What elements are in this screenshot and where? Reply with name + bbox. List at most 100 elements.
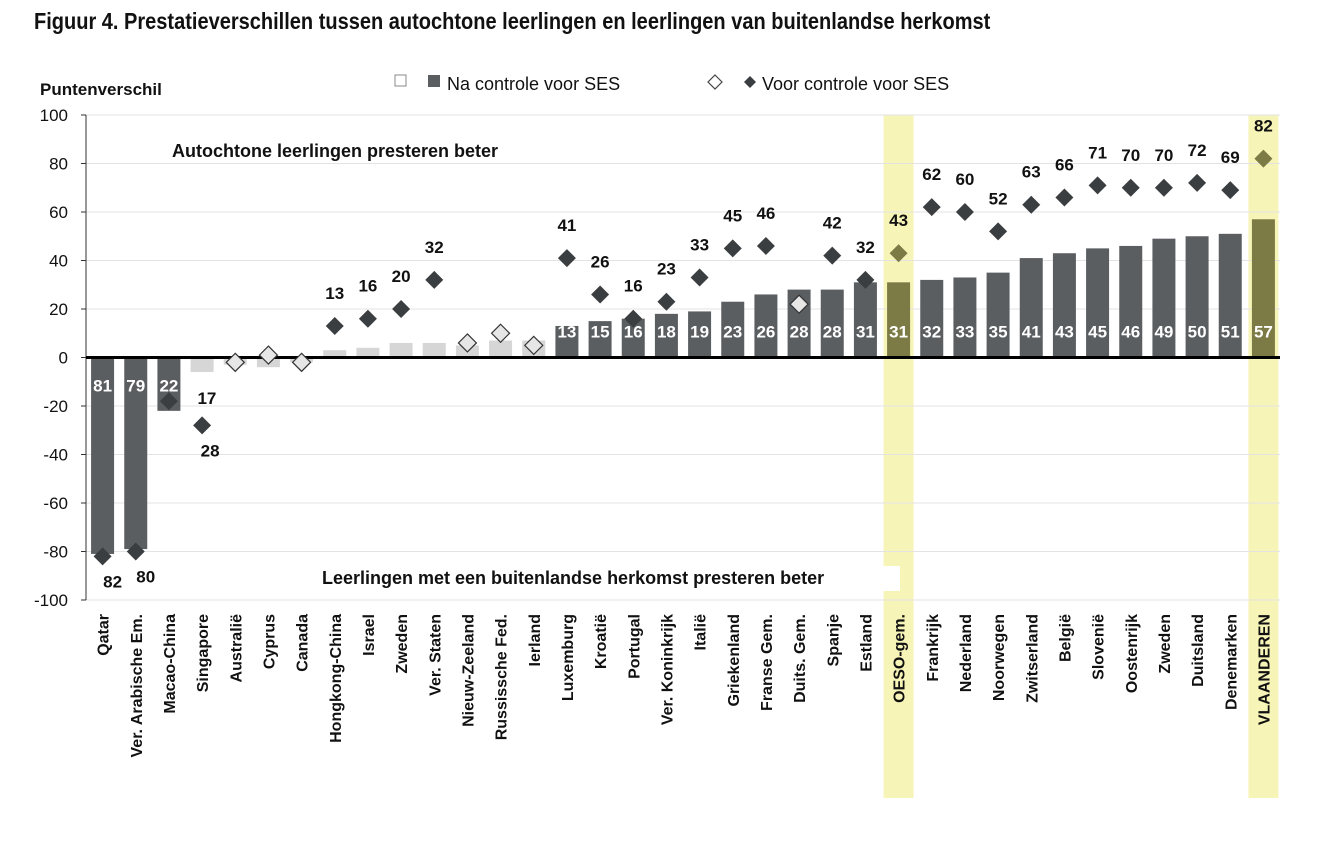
- marker: [657, 292, 676, 311]
- marker-value-label: 62: [922, 165, 941, 184]
- x-category-label: OESO-gem.: [892, 614, 909, 703]
- bar: [190, 357, 214, 373]
- x-category-label: Ver. Arabische Em.: [129, 614, 146, 757]
- marker: [193, 416, 212, 435]
- bar: [555, 325, 579, 358]
- region-bottom-bg: [300, 566, 900, 591]
- marker-value-label: 16: [358, 277, 377, 296]
- marker-value-label: 60: [955, 170, 974, 189]
- bar-value-label: 19: [690, 323, 709, 342]
- bar: [588, 321, 612, 358]
- x-category-label: Estland: [858, 614, 875, 672]
- x-category-label: Noorwegen: [991, 614, 1008, 701]
- marker: [756, 236, 775, 255]
- bar: [422, 342, 446, 358]
- highlight-band: [883, 115, 914, 798]
- bar: [1052, 253, 1076, 358]
- bar: [688, 311, 712, 358]
- x-category-label: Canada: [295, 614, 312, 672]
- marker: [425, 270, 444, 289]
- x-category-label: Luxemburg: [560, 614, 577, 701]
- marker: [723, 239, 742, 258]
- bar-value-label: 49: [1154, 323, 1173, 342]
- x-category-label: Russissche Fed.: [494, 614, 511, 740]
- marker-value-label: 32: [425, 238, 444, 257]
- bar-value-label: 32: [922, 323, 941, 342]
- data-labels: 81 79 22 13 15 16 18 19 23 26 28 28 31 31 32 33 35 41 43 45…: [93, 117, 1273, 592]
- bar: [1086, 248, 1110, 358]
- marker: [358, 309, 377, 328]
- x-category-label: Kroatië: [593, 614, 610, 669]
- bar: [820, 289, 844, 358]
- x-category-label: Israel: [361, 614, 378, 656]
- marker: [922, 198, 941, 217]
- region-top-bg: [152, 138, 630, 163]
- bar: [621, 318, 645, 358]
- x-category-label: Zweden: [1157, 614, 1174, 674]
- marker-value-label: 42: [823, 214, 842, 233]
- x-category-label: Griekenland: [726, 614, 743, 706]
- x-category-label: Zwitserland: [1024, 614, 1041, 703]
- marker-value-label: 32: [856, 238, 875, 257]
- bar: [323, 350, 347, 358]
- marker-value-label: 82: [1254, 117, 1273, 136]
- marker-value-label: 16: [624, 277, 643, 296]
- y-tick-label: 60: [49, 203, 68, 222]
- marker-value-label: 70: [1154, 146, 1173, 165]
- marker: [523, 335, 544, 356]
- x-category-label: Macao-China: [162, 614, 179, 714]
- bar-value-label: 46: [1121, 323, 1140, 342]
- marker: [126, 542, 145, 561]
- x-category-label: Nieuw-Zeeland: [460, 614, 477, 727]
- bar-value-label: 28: [790, 323, 809, 342]
- region-top-label: Autochtone leerlingen presteren beter: [172, 141, 498, 161]
- bar: [1019, 258, 1043, 358]
- bar: [389, 342, 413, 358]
- x-category-label: Oostenrijk: [1124, 614, 1141, 693]
- marker: [955, 203, 974, 221]
- legend-bar-label: Na controle voor SES: [447, 74, 620, 94]
- legend-marker-sig-swatch: [744, 76, 756, 88]
- marker-value-label: 45: [723, 206, 742, 225]
- marker: [325, 316, 344, 335]
- bar: [953, 277, 977, 358]
- bar-value-label: 26: [756, 323, 775, 342]
- highlight-bands: [883, 115, 1279, 798]
- bar-value-label: 22: [159, 377, 178, 396]
- bar-value-label: 15: [591, 323, 610, 342]
- x-category-label: Slovenië: [1091, 614, 1108, 680]
- x-category-label: VLAANDEREN: [1256, 614, 1273, 725]
- marker: [690, 268, 709, 287]
- x-category-label: België: [1057, 614, 1074, 662]
- marker: [93, 547, 112, 566]
- y-tick-label: -20: [43, 397, 68, 416]
- x-category-label: Qatar: [96, 614, 113, 656]
- y-tick-label: 20: [49, 300, 68, 319]
- marker-value-label: 13: [325, 284, 344, 303]
- marker: [258, 345, 279, 365]
- marker-value-label: 80: [136, 568, 155, 587]
- y-tick-label: -60: [43, 494, 68, 513]
- x-category-label: Ver. Koninkrijk: [659, 614, 676, 725]
- marker-value-label: 71: [1088, 143, 1107, 162]
- marker: [591, 285, 610, 304]
- bar-value-label: 81: [93, 377, 112, 396]
- marker: [392, 300, 411, 318]
- marker: [1022, 195, 1041, 214]
- marker-series: [93, 149, 1273, 566]
- bar: [157, 357, 181, 411]
- bar-value-label: 13: [557, 323, 576, 342]
- bar: [853, 282, 877, 358]
- bar: [1119, 245, 1143, 358]
- bar-value-label: 51: [1221, 323, 1240, 342]
- x-category-label: Cyprus: [261, 614, 278, 669]
- marker: [856, 270, 875, 289]
- bar: [654, 313, 678, 358]
- bar-series: [91, 219, 1275, 554]
- bar-value-label: 28: [823, 323, 842, 342]
- y-tick-label: 0: [59, 349, 68, 368]
- marker-value-label: 20: [392, 267, 411, 286]
- marker: [490, 323, 511, 344]
- x-category-label: Portugal: [626, 614, 643, 679]
- marker-value-label: 72: [1188, 141, 1207, 160]
